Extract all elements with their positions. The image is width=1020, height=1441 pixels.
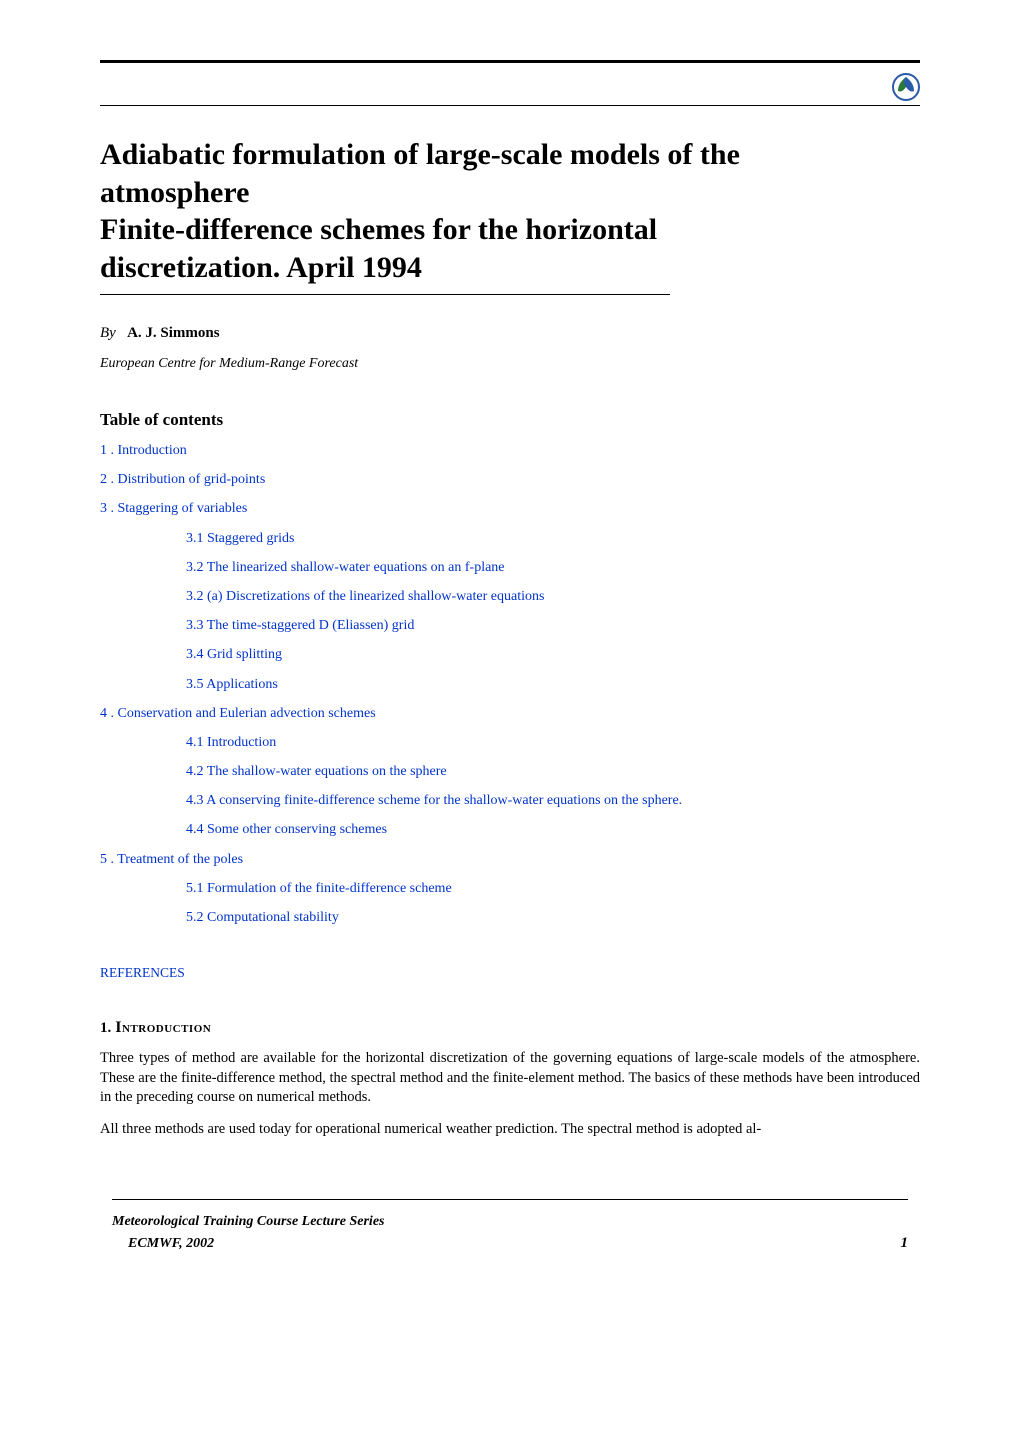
- toc-link[interactable]: 5.2 Computational stability: [186, 909, 920, 927]
- toc-link[interactable]: 4.1 Introduction: [186, 734, 920, 752]
- toc-link[interactable]: 4.4 Some other conserving schemes: [186, 821, 920, 839]
- body-paragraph: Three types of method are available for …: [100, 1049, 920, 1108]
- toc-link[interactable]: 2 . Distribution of grid-points: [100, 471, 920, 489]
- by-label: By: [100, 325, 116, 341]
- ecmwf-logo-icon: [892, 73, 920, 101]
- author-affiliation: European Centre for Medium-Range Forecas…: [100, 356, 920, 372]
- page-footer: Meteorological Training Course Lecture S…: [100, 1199, 920, 1252]
- footer-organization: ECMWF, 2002: [128, 1236, 384, 1252]
- toc-heading: Table of contents: [100, 410, 920, 430]
- toc-link[interactable]: 3.2 (a) Discretizations of the linearize…: [186, 588, 920, 606]
- toc-link[interactable]: 1 . Introduction: [100, 442, 920, 460]
- footer-series-title: Meteorological Training Course Lecture S…: [112, 1214, 384, 1230]
- toc-link[interactable]: 3 . Staggering of variables: [100, 500, 920, 518]
- toc-link[interactable]: 4.2 The shallow-water equations on the s…: [186, 763, 920, 781]
- toc-link[interactable]: 5.1 Formulation of the finite-difference…: [186, 880, 920, 898]
- table-of-contents: 1 . Introduction 2 . Distribution of gri…: [100, 442, 920, 927]
- toc-link[interactable]: 3.2 The linearized shallow-water equatio…: [186, 559, 920, 577]
- top-horizontal-rule: [100, 60, 920, 63]
- page-number: 1: [901, 1235, 909, 1252]
- section-heading: 1. Introduction: [100, 1019, 920, 1037]
- toc-link[interactable]: 3.3 The time-staggered D (Eliassen) grid: [186, 617, 920, 635]
- footer-rule: [112, 1199, 908, 1200]
- toc-link[interactable]: 3.1 Staggered grids: [186, 530, 920, 548]
- second-horizontal-rule: [100, 105, 920, 106]
- references-link[interactable]: REFERENCES: [100, 965, 920, 981]
- section-number: 1.: [100, 1020, 111, 1036]
- logo-row: [100, 73, 920, 101]
- toc-link[interactable]: 5 . Treatment of the poles: [100, 851, 920, 869]
- toc-link[interactable]: 4 . Conservation and Eulerian advection …: [100, 705, 920, 723]
- author-name: A. J. Simmons: [127, 325, 220, 341]
- toc-link[interactable]: 4.3 A conserving finite-difference schem…: [186, 792, 920, 810]
- document-title: Adiabatic formulation of large-scale mod…: [100, 136, 800, 286]
- toc-link[interactable]: 3.5 Applications: [186, 676, 920, 694]
- byline: By A. J. Simmons: [100, 325, 920, 342]
- toc-link[interactable]: 3.4 Grid splitting: [186, 646, 920, 664]
- section-title: Introduction: [115, 1019, 211, 1036]
- body-paragraph: All three methods are used today for ope…: [100, 1120, 920, 1140]
- title-underline: [100, 294, 670, 295]
